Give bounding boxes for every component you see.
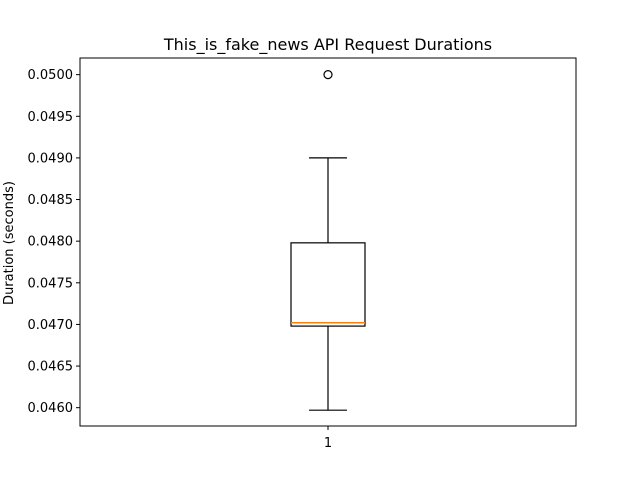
y-tick-label: 0.0465 (28, 360, 74, 375)
y-tick-label: 0.0480 (28, 235, 74, 250)
plot-area: 0.0460 0.0465 0.0470 0.0475 0.0480 0.0485 0.04… (28, 68, 366, 451)
y-tick-label: 0.0460 (28, 401, 74, 416)
chart-title: This_is_fake_news API Request Durations (163, 35, 492, 55)
iqr-box (290, 242, 366, 327)
y-tick-label: 0.0470 (28, 318, 74, 333)
y-tick-label: 0.0490 (28, 151, 74, 166)
axes-frame (79, 57, 577, 427)
y-tick-label: 0.0495 (28, 110, 74, 125)
x-tick-label: 1 (324, 436, 332, 451)
outlier-point (323, 70, 333, 80)
y-tick-label: 0.0500 (28, 68, 74, 83)
y-tick-label: 0.0475 (28, 276, 74, 291)
y-axis-label: Duration (seconds) (2, 181, 17, 305)
y-tick-label: 0.0485 (28, 193, 74, 208)
